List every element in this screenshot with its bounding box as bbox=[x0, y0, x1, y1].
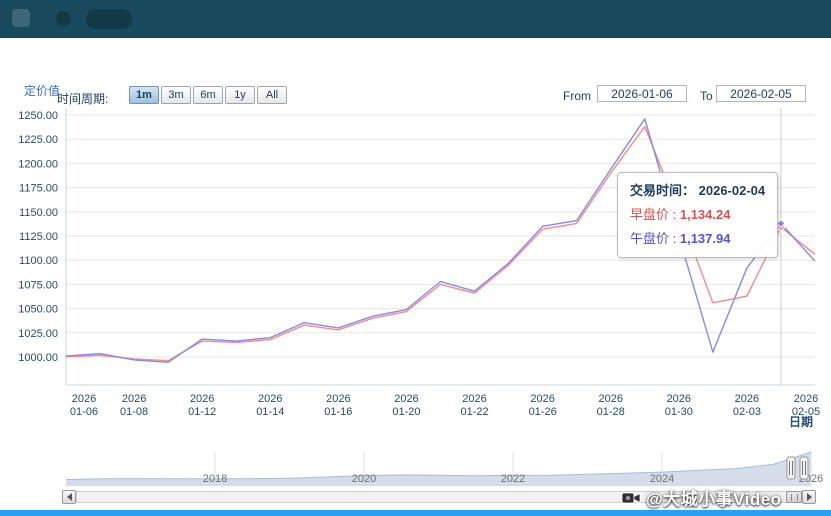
navigator-line bbox=[65, 451, 812, 480]
svg-text:1175.00: 1175.00 bbox=[19, 183, 58, 195]
from-date-input[interactable] bbox=[597, 85, 687, 102]
tooltip-afternoon-row: 午盘价 : 1,137.94 bbox=[630, 231, 731, 246]
camera-icon bbox=[621, 492, 641, 503]
header-logo-icon bbox=[12, 9, 30, 27]
range-selector: 1m 3m 6m 1y All bbox=[129, 86, 287, 104]
watermark-text: @大城小事Video bbox=[646, 490, 782, 509]
chart-tooltip: 交易时间： 2026-02-04 早盘价 : 1,134.24 午盘价 : 1,… bbox=[617, 172, 779, 258]
navigator-area bbox=[66, 452, 811, 486]
range-button-all[interactable]: All bbox=[257, 86, 287, 104]
y-axis-labels: 1000.00 1025.00 1050.00 1075.00 1100.00 1125.… bbox=[18, 110, 58, 364]
x-axis-title: 日期 bbox=[789, 414, 813, 429]
navigator-year-label: 2022 bbox=[501, 473, 525, 485]
app-header bbox=[0, 0, 831, 38]
navigator-year-label: 2018 bbox=[203, 473, 227, 485]
svg-text:1125.00: 1125.00 bbox=[19, 231, 58, 243]
navigator-handle-right[interactable] bbox=[799, 456, 809, 480]
arrow-right-icon bbox=[806, 493, 812, 501]
to-label: To bbox=[700, 89, 713, 103]
svg-text:1200.00: 1200.00 bbox=[18, 158, 58, 170]
svg-text:1075.00: 1075.00 bbox=[18, 279, 58, 291]
axes bbox=[65, 108, 815, 386]
navigator-chart[interactable]: 2018 2020 2022 2024 2026 bbox=[65, 451, 823, 486]
grip-icon bbox=[790, 493, 798, 501]
scrollbar-left-button[interactable] bbox=[62, 490, 76, 504]
header-pill-button[interactable] bbox=[86, 9, 132, 29]
video-progress-bar[interactable] bbox=[0, 510, 831, 516]
navigator-handle-left[interactable] bbox=[786, 456, 796, 480]
range-button-6m[interactable]: 6m bbox=[193, 86, 223, 104]
navigator-year-label: 2024 bbox=[650, 473, 674, 485]
scrollbar-thumb[interactable] bbox=[786, 491, 802, 503]
video-watermark: @大城小事Video bbox=[621, 485, 782, 510]
navigator-year-label: 2020 bbox=[352, 473, 376, 485]
scrollbar bbox=[62, 490, 816, 504]
range-button-1y[interactable]: 1y bbox=[225, 86, 255, 104]
tooltip-morning-row: 早盘价 : 1,134.24 bbox=[630, 207, 731, 222]
arrow-left-icon bbox=[66, 493, 72, 501]
svg-text:1000.00: 1000.00 bbox=[18, 352, 58, 364]
svg-text:1250.00: 1250.00 bbox=[18, 110, 58, 122]
period-label: 时间周期: bbox=[57, 92, 109, 106]
range-button-1m[interactable]: 1m bbox=[129, 86, 159, 104]
from-label: From bbox=[563, 89, 591, 103]
y-axis-title: 定价值 bbox=[24, 84, 61, 98]
to-date-input[interactable] bbox=[716, 85, 806, 102]
series-line-2 bbox=[65, 118, 816, 364]
series-marker-2 bbox=[776, 218, 786, 229]
svg-text:1025.00: 1025.00 bbox=[18, 328, 58, 340]
x-axis-labels: 2026 01-06 2026 01-08 2026 01-12 2026 01-14 2026… bbox=[70, 393, 820, 418]
tooltip-date-row: 交易时间： 2026-02-04 bbox=[630, 183, 766, 198]
header-avatar-icon bbox=[56, 11, 71, 26]
svg-text:1150.00: 1150.00 bbox=[19, 207, 58, 219]
svg-text:1225.00: 1225.00 bbox=[18, 134, 58, 146]
svg-text:1100.00: 1100.00 bbox=[19, 255, 58, 267]
grid-lines bbox=[66, 114, 815, 358]
svg-text:1050.00: 1050.00 bbox=[18, 304, 58, 316]
range-button-3m[interactable]: 3m bbox=[161, 86, 191, 104]
scrollbar-right-button[interactable] bbox=[802, 490, 816, 504]
